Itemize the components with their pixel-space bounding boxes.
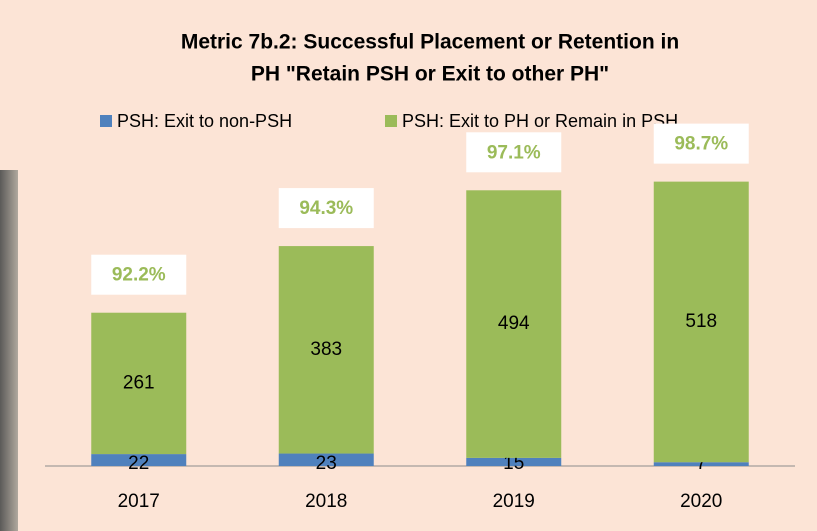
bar-segment [653, 181, 749, 463]
top-label-box [91, 254, 187, 295]
value-label: 7 [696, 453, 707, 474]
x-tick-label: 2017 [118, 491, 160, 512]
bar-segment [278, 246, 374, 454]
bar-segment [653, 462, 749, 466]
top-label-box [653, 123, 749, 164]
chart-title: Metric 7b.2: Successful Placement or Ret… [181, 31, 679, 54]
value-label: 494 [498, 313, 530, 334]
legend-label: PSH: Exit to PH or Remain in PSH [402, 111, 678, 131]
bar-segment [466, 190, 562, 458]
chart-title: PH "Retain PSH or Exit to other PH" [251, 63, 609, 86]
value-label: 261 [123, 372, 155, 393]
photo-strip [0, 170, 18, 531]
x-tick-label: 2018 [305, 491, 347, 512]
legend-swatch [100, 115, 112, 127]
top-label-box [278, 188, 374, 229]
legend-label: PSH: Exit to non-PSH [117, 111, 292, 131]
value-label: 383 [310, 339, 342, 360]
bar-segment [91, 312, 187, 455]
x-tick-label: 2020 [680, 491, 722, 512]
bar-segment [278, 453, 374, 466]
bar-segment [466, 457, 562, 466]
value-label: 518 [685, 311, 717, 332]
top-label-box [466, 132, 562, 173]
value-label: 22 [128, 453, 149, 474]
bar-segment [91, 454, 187, 466]
top-label: 92.2% [112, 265, 166, 286]
value-label: 23 [316, 453, 337, 474]
top-label: 97.1% [487, 142, 541, 163]
value-label: 15 [503, 453, 524, 474]
top-label: 94.3% [299, 198, 353, 219]
top-label: 98.7% [674, 134, 728, 155]
x-tick-label: 2019 [493, 491, 535, 512]
legend-swatch [385, 115, 397, 127]
